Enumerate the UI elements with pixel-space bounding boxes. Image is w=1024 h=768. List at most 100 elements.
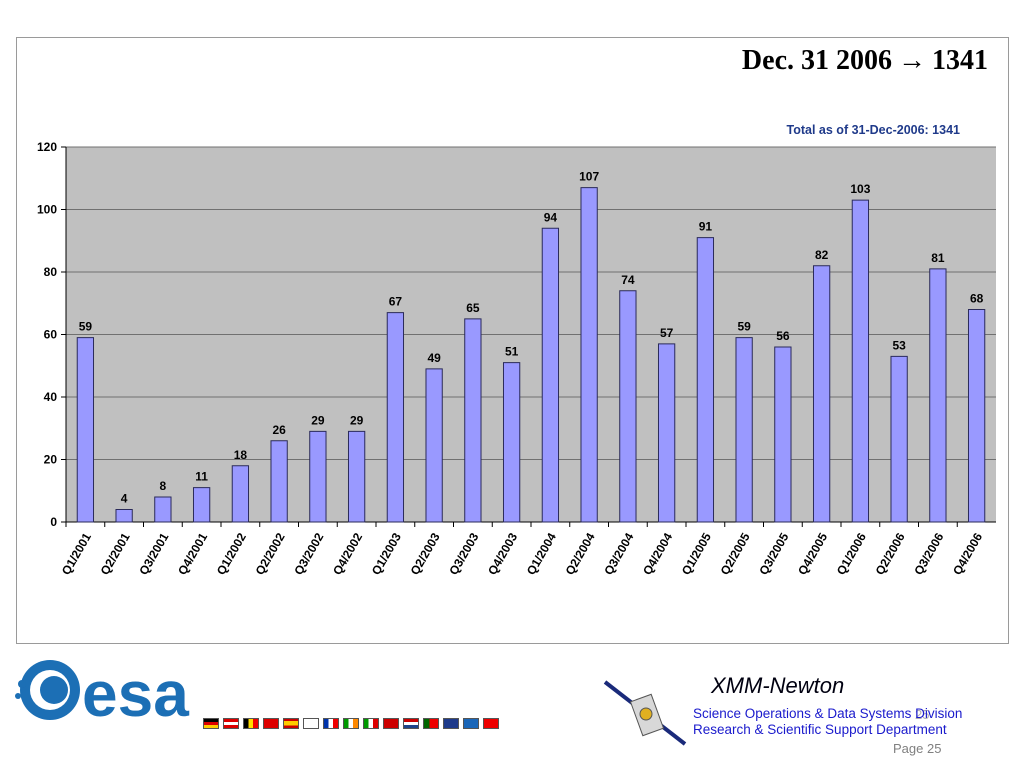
data-label: 11: [195, 470, 208, 484]
bar: [735, 337, 753, 523]
data-label: 103: [850, 182, 870, 196]
data-label: 107: [579, 170, 599, 184]
y-tick-label: 40: [44, 390, 58, 404]
x-tick-label: Q1/2005: [679, 530, 714, 577]
flag-icon: [343, 718, 359, 729]
bar: [386, 312, 405, 523]
bar: [270, 440, 288, 523]
data-label: 65: [466, 301, 480, 315]
x-tick-label: Q2/2002: [253, 530, 288, 577]
x-tick-label: Q1/2004: [524, 530, 559, 577]
bar: [309, 430, 327, 523]
x-tick-label: Q2/2006: [873, 530, 908, 577]
x-tick-label: Q3/2005: [756, 530, 791, 577]
bar: [192, 487, 211, 523]
y-tick-label: 60: [44, 328, 58, 342]
bar: [851, 199, 870, 523]
department-label: Research & Scientific Support Department: [693, 722, 947, 737]
flag-icon: [443, 718, 459, 729]
x-tick-label: Q3/2003: [446, 530, 481, 577]
x-tick-label: Q4/2002: [330, 530, 365, 577]
x-tick-label: Q2/2004: [563, 530, 598, 577]
data-label: 68: [970, 292, 984, 306]
esa-wordmark: esa: [82, 658, 189, 726]
headline-date: Dec. 31 2006: [741, 45, 892, 76]
bar-chart: 0 20 40 60 80 100 120 59 Q1/2001 4 Q2/2001 8 Q3/2001…: [37, 123, 996, 577]
x-tick-label: Q1/2006: [834, 530, 869, 577]
flag-icon: [403, 718, 419, 729]
flag-icon: [243, 718, 259, 729]
x-tick-label: Q3/2004: [601, 530, 636, 577]
x-tick-label: Q1/2002: [214, 530, 249, 577]
bar: [696, 237, 715, 523]
data-label: 26: [272, 423, 286, 437]
y-tick-label: 0: [50, 515, 57, 529]
bar: [502, 362, 521, 523]
bar: [347, 430, 366, 523]
bar: [929, 268, 947, 523]
headline: Dec. 31 2006 → 1341: [742, 45, 988, 77]
x-tick-label: Q3/2001: [136, 530, 171, 577]
bar: [890, 355, 908, 523]
flag-icon: [383, 718, 399, 729]
y-tick-label: 20: [44, 453, 58, 467]
x-tick-label: Q1/2001: [59, 530, 94, 577]
x-tick-label: Q1/2003: [369, 530, 404, 577]
data-label: 49: [427, 351, 441, 365]
bar: [774, 346, 792, 523]
x-tick-label: Q2/2005: [718, 530, 753, 577]
bar: [967, 309, 986, 523]
flag-icon: [263, 718, 279, 729]
member-flags: [203, 718, 499, 729]
x-tick-label: Q3/2006: [911, 530, 946, 577]
flag-icon: [203, 718, 219, 729]
satellite-icon: [603, 680, 687, 746]
esa-logo: esa: [10, 656, 210, 731]
flag-icon: [223, 718, 239, 729]
x-tick-label: Q4/2003: [485, 530, 520, 577]
data-label: 4: [121, 492, 128, 506]
x-tick-label: Q4/2001: [175, 530, 210, 577]
y-tick-label: 80: [44, 265, 58, 279]
x-tick-label: Q2/2003: [408, 530, 443, 577]
data-label: 29: [350, 413, 364, 427]
headline-total: 1341: [932, 45, 988, 76]
flag-icon: [423, 718, 439, 729]
y-tick-label: 120: [37, 140, 57, 154]
data-label: 29: [311, 413, 325, 427]
mission-title: XMM-Newton: [711, 673, 845, 698]
bar: [541, 227, 560, 523]
x-tick-label: Q4/2005: [795, 530, 830, 577]
chart-title: Total as of 31-Dec-2006: 1341: [787, 123, 961, 137]
data-label: 94: [544, 210, 558, 224]
data-label: 91: [699, 220, 713, 234]
data-label: 53: [892, 338, 906, 352]
bar: [812, 265, 831, 523]
data-label: 82: [815, 248, 829, 262]
bar: [657, 343, 676, 523]
x-tick-label: Q4/2006: [950, 530, 985, 577]
data-label: 57: [660, 326, 674, 340]
flag-icon: [283, 718, 299, 729]
flag-icon: [483, 718, 499, 729]
data-label: 18: [234, 448, 248, 462]
arrow-icon: →: [898, 45, 926, 76]
data-label: 74: [621, 273, 635, 287]
page-number-ghost: 25: [915, 707, 930, 722]
data-label: 81: [931, 251, 945, 265]
data-label: 8: [160, 479, 167, 493]
bar: [425, 368, 443, 523]
flag-icon: [463, 718, 479, 729]
x-tick-label: Q4/2004: [640, 530, 675, 577]
bar: [580, 187, 598, 523]
x-tick-label: Q3/2002: [291, 530, 326, 577]
y-tick-label: 100: [37, 203, 57, 217]
bar: [154, 496, 172, 523]
flag-icon: [323, 718, 339, 729]
page-number: Page 25: [893, 741, 942, 756]
data-label: 59: [79, 320, 93, 334]
data-label: 56: [776, 329, 790, 343]
flag-icon: [363, 718, 379, 729]
bar: [231, 465, 250, 523]
data-label: 67: [389, 295, 403, 309]
